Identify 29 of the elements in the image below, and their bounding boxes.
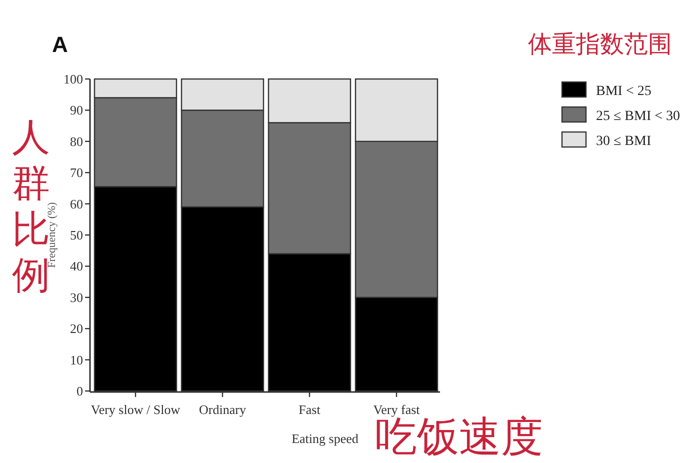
y-tick-label: 100 <box>64 72 83 86</box>
x-axis-title: Eating speed <box>292 431 359 446</box>
x-tick-label: Ordinary <box>199 402 246 417</box>
y-tick-label: 30 <box>70 290 83 305</box>
x-tick-label: Fast <box>298 402 321 417</box>
y-tick-label: 80 <box>70 134 83 149</box>
legend-label: 30 ≤ BMI <box>596 134 652 149</box>
y-tick-label: 10 <box>70 352 83 368</box>
legend-label: BMI < 25 <box>596 84 652 99</box>
y-tick-label: 20 <box>70 321 83 336</box>
y-tick-label: 70 <box>70 165 83 180</box>
y-tick-label: 40 <box>70 258 83 274</box>
bar <box>180 78 264 111</box>
y-tick-label: 60 <box>70 196 83 212</box>
bar <box>354 140 438 298</box>
bar <box>354 78 438 142</box>
bar <box>94 97 178 188</box>
bar <box>94 78 178 98</box>
y-tick-label: 50 <box>70 228 83 242</box>
bar <box>268 78 352 124</box>
legend-label: 25 ≤ BMI < 30 <box>596 109 680 124</box>
y-axis-title: Frequency (%) <box>46 202 58 268</box>
legend-title: 体重指数范围 <box>528 30 672 58</box>
y-tick-label: 0 <box>76 384 83 398</box>
bar <box>180 110 264 208</box>
x-tick-label: Very slow / Slow <box>90 402 181 417</box>
chart-title: A <box>52 32 68 57</box>
bar <box>268 122 352 254</box>
y-tick-label: 90 <box>70 102 83 118</box>
